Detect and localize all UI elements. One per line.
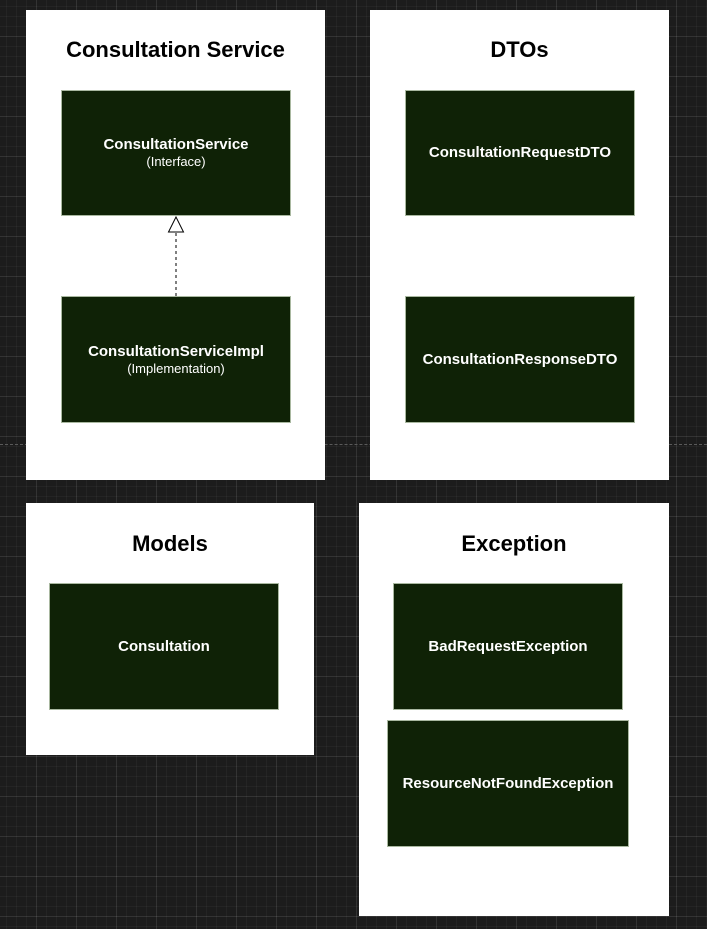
bad-request-exception-name: BadRequestException — [428, 637, 588, 655]
interface-class-name: ConsultationService — [103, 136, 249, 153]
models-title: Models — [132, 531, 208, 556]
dtos-panel[interactable]: DTOs ConsultationRequestDTO Consultation… — [370, 10, 669, 480]
consultation-response-dto-class[interactable]: ConsultationResponseDTO — [405, 296, 635, 423]
response-dto-name: ConsultationResponseDTO — [422, 350, 618, 368]
resource-not-found-exception-class[interactable]: ResourceNotFoundException — [387, 720, 629, 847]
impl-stereotype: (Implementation) — [127, 360, 225, 376]
exception-title: Exception — [461, 531, 567, 556]
page-break-line — [0, 444, 707, 445]
request-dto-name: ConsultationRequestDTO — [428, 144, 612, 161]
interface-stereotype: (Interface) — [146, 154, 206, 169]
models-panel[interactable]: Models Consultation — [26, 503, 314, 755]
consultation-service-panel[interactable]: Consultation Service ConsultationService… — [26, 10, 325, 480]
consultation-service-interface-class[interactable]: ConsultationService (Interface) — [61, 90, 291, 216]
consultation-service-title: Consultation Service — [66, 37, 285, 62]
exception-panel[interactable]: Exception BadRequestException ResourceNo… — [359, 503, 669, 916]
bad-request-exception-class[interactable]: BadRequestException — [393, 583, 623, 710]
impl-class-name: ConsultationServiceImpl — [88, 342, 264, 360]
dtos-title: DTOs — [490, 37, 549, 62]
consultation-model-name: Consultation — [118, 637, 210, 655]
consultation-request-dto-class[interactable]: ConsultationRequestDTO — [405, 90, 635, 216]
consultation-service-impl-class[interactable]: ConsultationServiceImpl (Implementation) — [61, 296, 291, 423]
consultation-model-class[interactable]: Consultation — [49, 583, 279, 710]
resource-not-found-exception-name: ResourceNotFoundException — [402, 774, 614, 792]
